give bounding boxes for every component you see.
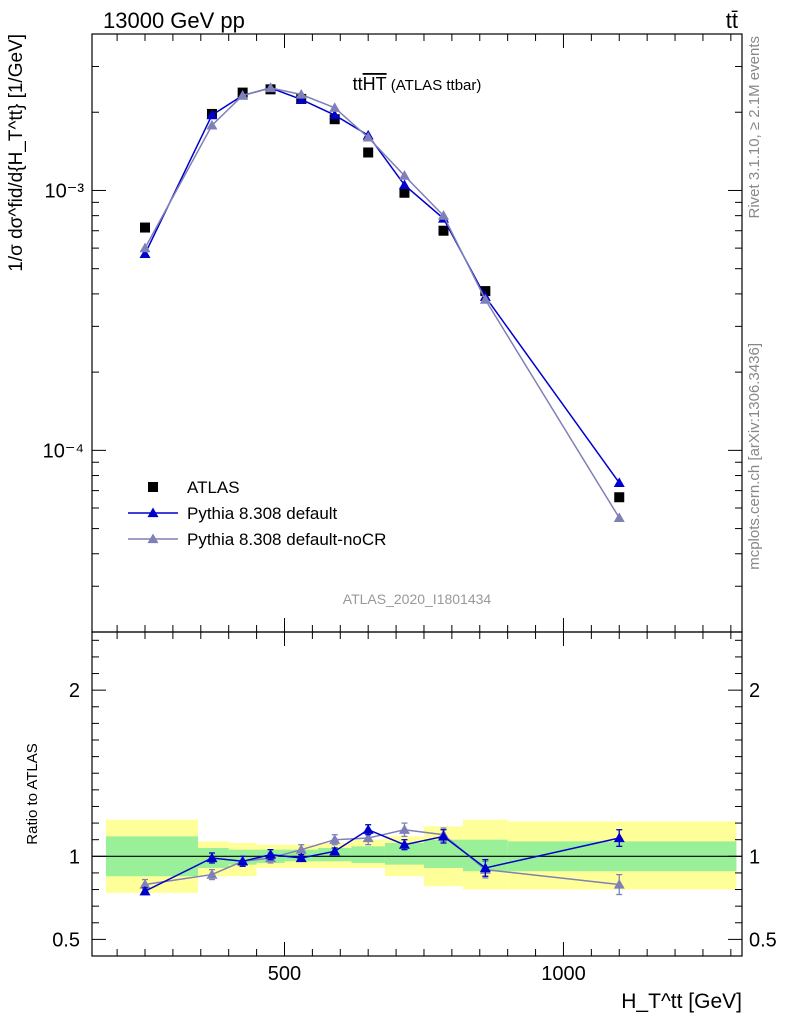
data-point [438,210,450,220]
analysis-label: ATLAS_2020_I1801434 [343,591,492,607]
stat-uncertainty-band [384,843,424,865]
legend-marker [147,533,159,544]
data-point [363,147,374,158]
stat-uncertainty-band [351,846,385,863]
data-point [329,109,341,120]
data-point [614,492,625,503]
data-point [438,225,449,236]
ratio-point [206,852,218,863]
ratio-y-tick-label-right: 1 [749,846,760,868]
ratio-point [237,855,249,866]
data-point [237,89,249,100]
data-point [329,114,340,125]
ratio-panel: 0.5 0.5 1 1 2 2 500 1000 Ratio to ATLAS H_T^tt … [24,631,777,1013]
data-point [139,242,151,253]
ratio-point [362,832,374,843]
ratio-point [398,824,410,834]
ratio-panel-frame [91,631,743,957]
data-point [206,109,218,120]
ratio-series-layer [139,822,625,896]
process-label: tt̄ [726,8,738,33]
main-series-layer [139,82,625,522]
data-point [140,222,151,233]
legend-marker [147,507,159,518]
ratio-uncertainty-bands [105,819,737,893]
data-point [398,179,410,190]
series-line [144,87,620,484]
ratio-point [613,832,625,843]
ratio-series [139,824,625,896]
ratio-point [295,852,307,863]
energy-label: 13000 GeV pp [103,8,245,33]
series-1 [139,82,625,487]
series-0 [140,84,625,503]
ratio-xlabel: H_T^tt [GeV] [621,990,742,1013]
ratio-point [139,879,151,889]
ratio-x-tick-label: 500 [268,963,301,985]
ratio-y-tick-label: 0.5 [52,929,80,951]
ratio-point [295,844,307,854]
ratio-axis-ticks: 0.5 0.5 1 1 2 2 500 1000 [52,632,777,985]
legend-label: Pythia 8.308 default-noCR [187,530,386,549]
data-point [139,248,151,259]
main-axis-ticks: 10⁻⁴10⁻³10⁻² [43,33,742,633]
ratio-point [479,862,491,873]
ratio-point [206,869,218,879]
ratio-point [362,824,374,834]
data-point [613,477,625,487]
ratio-y-tick-label: 1 [69,846,80,868]
main-y-tick-label: 10⁻⁴ [43,440,84,462]
stat-uncertainty-band [423,839,464,868]
title-part: tt [353,74,363,94]
ratio-ylabel: Ratio to ATLAS [24,743,41,844]
data-point [398,170,410,180]
data-point [362,131,374,142]
data-point [613,512,625,522]
ratio-point [613,879,625,889]
ratio-point [438,830,450,841]
data-point [265,82,277,93]
series-2 [139,82,625,522]
ratio-point [329,845,341,856]
ratio-y-tick-label: 2 [69,680,80,702]
chart-title: ttHT (ATLAS ttbar) [353,74,482,94]
ratio-y-tick-label-right: 2 [749,680,760,702]
main-y-tick-label: 10⁻³ [45,180,85,202]
ratio-point [265,849,277,859]
ratio-point [139,885,151,896]
legend-label: Pythia 8.308 default [187,504,338,523]
main-panel: 10⁻⁴10⁻³10⁻² ttHT (ATLAS ttbar) ATLAS_20… [6,33,743,633]
ratio-point [398,839,410,849]
title-part: HT [363,74,387,94]
rivet-label: Rivet 3.1.10, ≥ 2.1M events [746,36,763,219]
mcplots-label: mcplots.cern.ch [arXiv:1306.3436] [746,343,763,570]
ratio-x-tick-label: 1000 [541,963,586,985]
ratio-y-tick-label-right: 0.5 [749,929,777,951]
ratio-point [329,834,341,844]
series-line [144,87,620,519]
data-point [480,286,491,297]
title-part: (ATLAS ttbar) [387,77,482,94]
data-point [295,93,307,104]
main-ylabel: 1/σ dσ^fid/d{H_T^tt} [1/GeV] [6,34,27,272]
data-point [206,119,218,130]
data-point [399,187,410,198]
legend-label: ATLAS [187,478,240,497]
data-point [479,294,491,304]
legend: ATLAS Pythia 8.308 default Pythia 8.308 de… [128,478,386,549]
legend-marker [148,482,158,492]
data-point [295,89,307,99]
data-point [329,102,341,112]
